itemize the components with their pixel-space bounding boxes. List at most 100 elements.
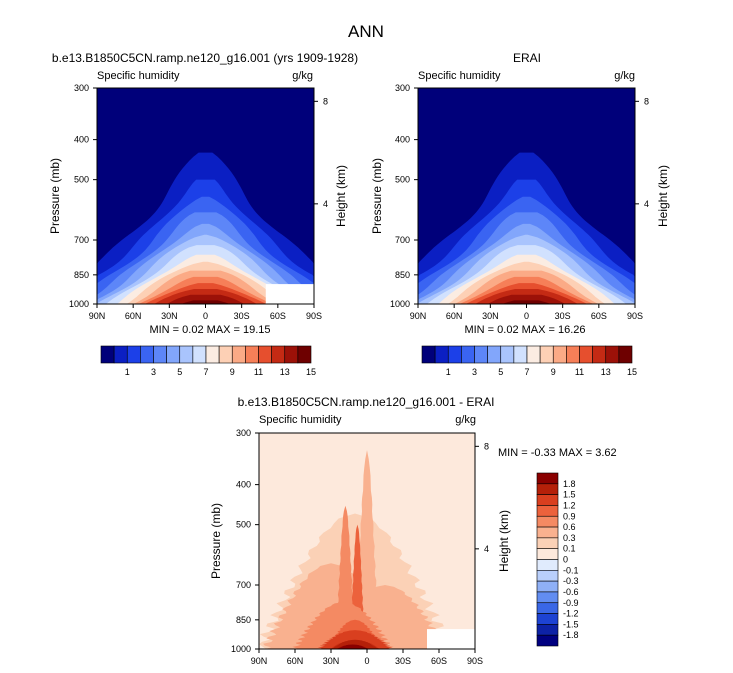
model-contour-level-15 — [180, 300, 231, 304]
diff-colorbar-label: -1.2 — [563, 609, 579, 619]
diff-colorbar-label: -0.6 — [563, 587, 579, 597]
obs-height-tick-label: 8 — [644, 96, 649, 106]
diff-colorbar-swatch — [536, 613, 559, 625]
diff-panel-plot: 90N 60N 30N 0 30S 60S 90S 300 400 500 700 850 1000 8 4 — [231, 428, 489, 666]
diff-ylabel: Pressure (mb) — [209, 503, 223, 579]
diff-colorbar-swatch — [536, 515, 559, 528]
diff-colorbar-swatch — [536, 559, 559, 571]
diff-colorbar-swatch — [536, 580, 559, 593]
diff-minmax-label: MIN = -0.33 MAX = 3.62 — [498, 447, 617, 459]
diff-height-tick-label: 8 — [484, 441, 489, 451]
diff-y-tick-label: 1000 — [231, 644, 251, 654]
diff-colorbar-label: 1.5 — [563, 490, 576, 500]
obs-minmax-label: MIN = 0.02 MAX = 16.26 — [464, 324, 585, 336]
diff-colorbar: 1.81.51.20.90.60.30.10-0.1-0.3-0.6-0.9-1… — [536, 472, 579, 647]
model-colorbar-label: 15 — [306, 367, 316, 377]
diff-x-tick-label: 90N — [251, 656, 268, 666]
model-colorbar-swatch — [245, 345, 259, 364]
model-colorbar-swatch — [297, 345, 312, 364]
obs-colorbar-swatch — [513, 345, 528, 364]
obs-colorbar-swatch — [500, 345, 515, 364]
diff-colorbar-swatch — [536, 494, 559, 506]
model-ylabel: Pressure (mb) — [48, 158, 62, 234]
model-colorbar-swatch — [258, 345, 272, 364]
obs-colorbar-label: 11 — [575, 367, 584, 377]
obs-colorbar-swatch — [605, 345, 620, 364]
obs-colorbar-label: 5 — [498, 367, 503, 377]
model-colorbar-label: 3 — [151, 367, 156, 377]
diff-y-tick-label: 700 — [236, 580, 251, 590]
obs-ylabel-right: Height (km) — [656, 165, 670, 227]
model-colorbar-label: 13 — [280, 367, 290, 377]
diff-colorbar-swatch — [536, 526, 559, 539]
diff-y-tick-label: 300 — [236, 428, 251, 438]
obs-colorbar-swatch — [421, 345, 436, 364]
obs-colorbar-label: 7 — [524, 367, 529, 377]
obs-colorbar-label: 15 — [627, 367, 637, 377]
model-y-tick-label: 700 — [74, 235, 89, 245]
model-contour-layer — [97, 88, 314, 304]
diff-colorbar-swatch — [536, 537, 559, 549]
diff-colorbar-label: 1.8 — [563, 479, 576, 489]
obs-colorbar-label: 9 — [551, 367, 556, 377]
model-x-tick-label: 60N — [125, 311, 142, 321]
obs-colorbar-swatch — [552, 345, 567, 364]
diff-height-tick-label: 4 — [484, 544, 489, 554]
obs-colorbar-swatch — [461, 345, 475, 364]
obs-colorbar-swatch — [434, 345, 449, 364]
obs-colorbar-label: 13 — [601, 367, 611, 377]
obs-y-tick-label: 300 — [395, 83, 410, 93]
model-minmax-label: MIN = 0.02 MAX = 19.15 — [149, 324, 270, 336]
model-y-tick-label: 500 — [74, 175, 89, 185]
diff-colorbar-label: 0.1 — [563, 544, 576, 554]
obs-x-tick-label: 30S — [555, 311, 571, 321]
model-x-tick-label: 30N — [161, 311, 178, 321]
diff-colorbar-label: -0.9 — [563, 598, 579, 608]
model-y-tick-label: 850 — [74, 270, 89, 280]
model-colorbar-label: 7 — [203, 367, 208, 377]
model-colorbar-swatch — [140, 345, 154, 364]
obs-contour-level-14 — [487, 294, 566, 304]
model-ylabel-right: Height (km) — [334, 165, 348, 227]
obs-panel-plot: 90N 60N 30N 0 30S 60S 90S 300 400 500 700 850 1000 8 4 — [390, 83, 649, 321]
model-x-tick-label: 90S — [306, 311, 322, 321]
model-colorbar-swatch — [284, 345, 299, 364]
model-colorbar-swatch — [231, 345, 246, 364]
model-y-tick-label: 400 — [74, 135, 89, 145]
obs-panel-title: ERAI — [513, 51, 541, 65]
diff-colorbar-swatch — [536, 472, 559, 485]
model-y-tick-label: 300 — [74, 83, 89, 93]
model-height-tick-label: 4 — [323, 199, 328, 209]
model-colorbar-label: 5 — [177, 367, 182, 377]
diff-colorbar-swatch — [536, 634, 559, 647]
diff-colorbar-swatch — [536, 483, 559, 495]
model-height-tick-label: 8 — [323, 96, 328, 106]
diff-colorbar-swatch — [536, 570, 559, 582]
model-colorbar-swatch — [205, 345, 220, 364]
obs-x-tick-label: 90S — [627, 311, 643, 321]
diff-ylabel-right: Height (km) — [497, 510, 511, 572]
diff-panel-title: b.e13.B1850C5CN.ramp.ne120_g16.001 - ERA… — [238, 395, 495, 409]
model-colorbar-swatch — [179, 345, 194, 364]
diff-contour-blob-10 — [336, 644, 369, 649]
model-colorbar-swatch — [271, 345, 286, 364]
obs-colorbar-swatch — [526, 345, 541, 364]
diff-colorbar-swatch — [536, 624, 559, 636]
obs-x-tick-label: 60S — [591, 311, 607, 321]
obs-colorbar-swatch — [566, 345, 580, 364]
diff-colorbar-swatch — [536, 548, 559, 560]
obs-units-label: g/kg — [614, 70, 635, 82]
diff-colorbar-swatch — [536, 591, 559, 604]
obs-ylabel: Pressure (mb) — [370, 158, 384, 234]
obs-colorbar-swatch — [474, 345, 488, 364]
model-colorbar-swatch — [192, 345, 207, 364]
diff-x-tick-label: 30S — [395, 656, 411, 666]
diff-units-label: g/kg — [455, 414, 476, 426]
model-colorbar-swatch — [100, 345, 115, 364]
diff-variable-label: Specific humidity — [259, 414, 342, 426]
diff-contour-layer — [259, 433, 475, 649]
diff-y-tick-label: 500 — [236, 520, 251, 530]
model-contour-level-14 — [166, 294, 245, 304]
obs-colorbar-swatch — [579, 345, 593, 364]
obs-contour-layer — [418, 88, 635, 304]
